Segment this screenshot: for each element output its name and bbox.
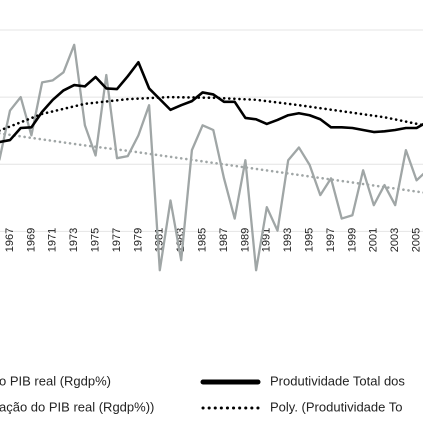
x-tick-label: 1991 (261, 228, 273, 252)
trend-line (0, 95, 423, 132)
x-tick-label: 1985 (197, 228, 209, 252)
x-tick-label: 1975 (90, 228, 102, 252)
x-tick-label: 2005 (411, 228, 423, 252)
x-tick-label: 2003 (389, 228, 401, 252)
x-tick-label: 1987 (218, 228, 230, 252)
legend-label: Poly. (Produtividade To (270, 399, 402, 414)
x-tick-label: 1999 (346, 228, 358, 252)
x-tick-label: 1989 (239, 228, 251, 252)
x-tick-label: 1967 (4, 228, 16, 252)
x-tick-label: 1973 (68, 228, 80, 252)
x-tick-label: 1979 (132, 228, 144, 252)
series-line (0, 43, 423, 272)
legend-label: o PIB real (Rgdp%) (0, 373, 111, 388)
series-line (0, 60, 423, 144)
x-tick-label: 1969 (25, 228, 37, 252)
x-tick-label: 1977 (111, 228, 123, 252)
legend-label: Produtividade Total dos (270, 373, 405, 388)
x-tick-label: 1971 (47, 228, 59, 252)
x-tick-label: 1995 (304, 228, 316, 252)
trend-line (0, 132, 423, 194)
legend-label: ação do PIB real (Rgdp%)) (0, 399, 154, 414)
x-tick-label: 1993 (282, 228, 294, 252)
x-tick-label: 1997 (325, 228, 337, 252)
x-tick-label: 2001 (368, 228, 380, 252)
